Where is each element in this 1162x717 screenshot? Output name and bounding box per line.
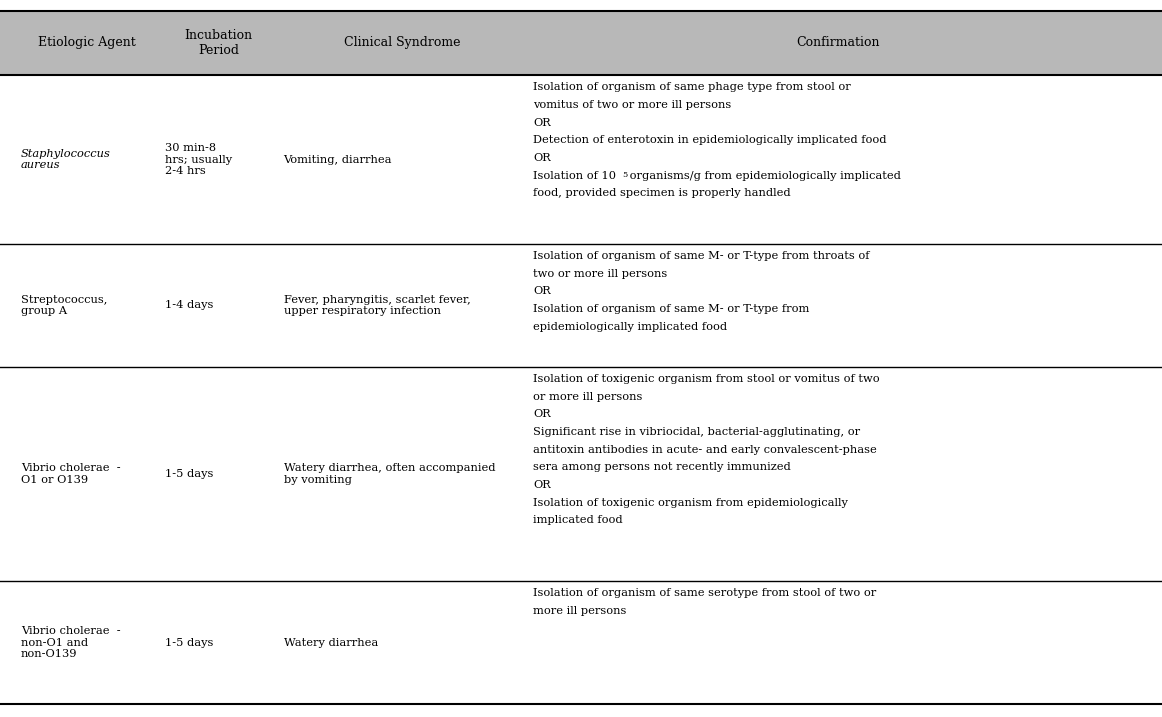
- Text: two or more ill persons: two or more ill persons: [533, 269, 668, 279]
- Text: 1-5 days: 1-5 days: [165, 637, 214, 647]
- Text: Significant rise in vibriocidal, bacterial-agglutinating, or: Significant rise in vibriocidal, bacteri…: [533, 427, 861, 437]
- Text: Isolation of organism of same M- or T-type from throats of: Isolation of organism of same M- or T-ty…: [533, 251, 870, 261]
- Text: implicated food: implicated food: [533, 516, 623, 526]
- Text: 1-4 days: 1-4 days: [165, 300, 214, 310]
- Text: Isolation of toxigenic organism from stool or vomitus of two: Isolation of toxigenic organism from sto…: [533, 374, 880, 384]
- Text: Isolation of organism of same serotype from stool of two or: Isolation of organism of same serotype f…: [533, 589, 876, 598]
- Text: Vibrio cholerae  -
O1 or O139: Vibrio cholerae - O1 or O139: [21, 463, 121, 485]
- Text: OR: OR: [533, 153, 551, 163]
- Text: more ill persons: more ill persons: [533, 606, 626, 616]
- Text: or more ill persons: or more ill persons: [533, 391, 643, 402]
- Text: OR: OR: [533, 118, 551, 128]
- Text: Etiologic Agent: Etiologic Agent: [38, 37, 136, 49]
- Text: food, provided specimen is properly handled: food, provided specimen is properly hand…: [533, 189, 791, 199]
- Text: Fever, pharyngitis, scarlet fever,
upper respiratory infection: Fever, pharyngitis, scarlet fever, upper…: [284, 295, 471, 316]
- Text: Isolation of 10: Isolation of 10: [533, 171, 616, 181]
- Text: sera among persons not recently immunized: sera among persons not recently immunize…: [533, 462, 791, 473]
- Text: Vomiting, diarrhea: Vomiting, diarrhea: [284, 155, 392, 165]
- Text: Isolation of toxigenic organism from epidemiologically: Isolation of toxigenic organism from epi…: [533, 498, 848, 508]
- Text: Incubation
Period: Incubation Period: [185, 29, 252, 57]
- Text: Watery diarrhea: Watery diarrhea: [284, 637, 378, 647]
- Text: 30 min-8
hrs; usually
2-4 hrs: 30 min-8 hrs; usually 2-4 hrs: [165, 143, 232, 176]
- Text: epidemiologically implicated food: epidemiologically implicated food: [533, 322, 727, 332]
- Text: OR: OR: [533, 409, 551, 419]
- Text: Detection of enterotoxin in epidemiologically implicated food: Detection of enterotoxin in epidemiologi…: [533, 136, 887, 146]
- Text: vomitus of two or more ill persons: vomitus of two or more ill persons: [533, 100, 732, 110]
- Text: OR: OR: [533, 286, 551, 296]
- Text: Confirmation: Confirmation: [797, 37, 880, 49]
- Text: 5: 5: [622, 171, 627, 179]
- Text: Vibrio cholerae  -
non-O1 and
non-O139: Vibrio cholerae - non-O1 and non-O139: [21, 626, 121, 659]
- Text: Streptococcus,
group A: Streptococcus, group A: [21, 295, 107, 316]
- Text: Clinical Syndrome: Clinical Syndrome: [344, 37, 461, 49]
- Text: organisms/g from epidemiologically implicated: organisms/g from epidemiologically impli…: [626, 171, 902, 181]
- Text: antitoxin antibodies in acute- and early convalescent-phase: antitoxin antibodies in acute- and early…: [533, 445, 877, 455]
- Text: Isolation of organism of same phage type from stool or: Isolation of organism of same phage type…: [533, 82, 851, 92]
- Text: Staphylococcus
aureus: Staphylococcus aureus: [21, 148, 110, 171]
- Text: OR: OR: [533, 480, 551, 490]
- Text: 1-5 days: 1-5 days: [165, 469, 214, 479]
- Text: Watery diarrhea, often accompanied
by vomiting: Watery diarrhea, often accompanied by vo…: [284, 463, 495, 485]
- Bar: [0, 11, 1162, 75]
- Text: Isolation of organism of same M- or T-type from: Isolation of organism of same M- or T-ty…: [533, 304, 810, 314]
